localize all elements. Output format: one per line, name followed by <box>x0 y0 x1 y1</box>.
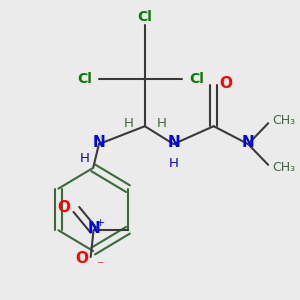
Text: Cl: Cl <box>189 72 204 86</box>
Text: CH₃: CH₃ <box>272 114 296 127</box>
Text: CH₃: CH₃ <box>272 161 296 174</box>
Text: +: + <box>96 218 105 228</box>
Text: Cl: Cl <box>137 10 152 24</box>
Text: Cl: Cl <box>77 72 92 86</box>
Text: H: H <box>156 117 166 130</box>
Text: N: N <box>93 135 105 150</box>
Text: O: O <box>58 200 70 215</box>
Text: N: N <box>87 221 100 236</box>
Text: ⁻: ⁻ <box>96 259 104 273</box>
Text: O: O <box>219 76 232 91</box>
Text: N: N <box>242 135 254 150</box>
Text: O: O <box>75 251 88 266</box>
Text: H: H <box>124 117 134 130</box>
Text: N: N <box>167 135 180 150</box>
Text: H: H <box>169 157 178 170</box>
Text: H: H <box>80 152 89 165</box>
